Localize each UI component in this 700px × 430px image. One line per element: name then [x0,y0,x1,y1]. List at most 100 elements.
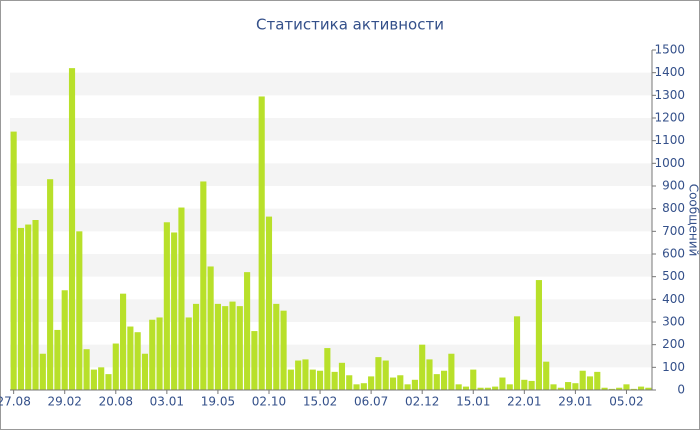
bar [331,371,338,390]
bar [324,348,331,390]
bar [98,367,105,390]
bar [411,379,418,390]
x-tick-label: 20.08 [99,395,133,409]
bar [375,357,382,390]
x-tick-label: 15.02 [303,395,337,409]
bar [141,353,149,390]
x-tick-label: 02.10 [252,395,286,409]
y-tick-label: 700 [662,224,685,238]
y-tick-label: 100 [662,360,685,374]
bar [477,387,484,390]
bar [616,387,623,390]
bar [586,376,594,390]
bar [433,374,440,390]
grid-band [10,208,652,232]
bar [470,369,477,390]
x-tick-label: 15.01 [456,395,490,409]
bar [39,353,46,390]
bar [441,370,448,390]
y-tick-label: 1500 [654,43,685,57]
bar [492,386,499,390]
bar [61,290,68,390]
bar [178,207,185,390]
x-tick-label: 29.02 [48,395,82,409]
bar [397,375,404,390]
grid-band [10,254,652,277]
grid-band [10,299,652,322]
bar [185,317,192,390]
x-tick-label: 29.01 [558,395,592,409]
bar [637,386,645,390]
bar [229,301,236,390]
y-tick-label: 400 [662,292,685,306]
x-tick-label: 03.01 [150,395,184,409]
bar [163,222,170,390]
bar [214,303,221,390]
bar [353,384,360,390]
bar [404,384,411,390]
bar [200,181,207,390]
y-tick-label: 1400 [654,65,685,79]
bar [149,319,156,390]
bar [134,332,141,390]
bar [47,179,54,390]
y-tick-label: 1100 [654,133,685,147]
bar [389,377,397,390]
bar [280,310,287,390]
bar [265,216,273,390]
bar [156,317,163,390]
y-tick-label: 1000 [654,156,685,170]
bar [426,359,433,390]
bar [368,376,375,390]
bar [112,343,119,390]
y-tick-label: 500 [662,269,685,283]
bar [309,369,316,390]
bar [54,329,61,390]
y-axis-label: Сообщений [687,184,700,257]
bar [513,316,521,390]
bar [287,369,294,390]
bar [535,280,542,390]
bar [171,232,178,390]
grid-band [10,344,652,368]
bar [484,387,491,390]
y-tick-label: 900 [662,179,685,193]
grid-band [10,163,652,186]
y-tick-label: 300 [662,315,685,329]
bar [90,369,97,390]
bar [543,361,550,390]
bar [594,371,601,390]
bar [630,388,637,390]
bar [68,68,76,390]
x-tick-label: 27.08 [0,395,31,409]
bar [76,231,83,390]
bar [346,375,353,390]
x-tick-label: 22.01 [507,395,541,409]
grid-band [10,118,652,141]
bar [608,388,615,390]
bar [222,306,229,390]
bar [10,131,17,390]
chart-title: Статистика активности [256,16,444,34]
x-tick-label: 06.07 [354,395,388,409]
x-tick-label: 05.02 [609,395,643,409]
y-tick-label: 200 [662,337,685,351]
x-tick-label: 19.05 [201,395,235,409]
y-tick-label: 800 [662,201,685,215]
bar [17,227,25,390]
grid-band [10,72,652,96]
bar [192,303,200,390]
bar [572,383,579,390]
bar [528,380,535,390]
bar [273,303,280,390]
bar [579,370,586,390]
bar [499,377,506,390]
y-tick-label: 600 [662,247,685,261]
bar [236,306,243,390]
bar [32,220,39,390]
bar [302,359,309,390]
bar [258,96,265,390]
bar [83,349,90,390]
bar [338,362,346,390]
